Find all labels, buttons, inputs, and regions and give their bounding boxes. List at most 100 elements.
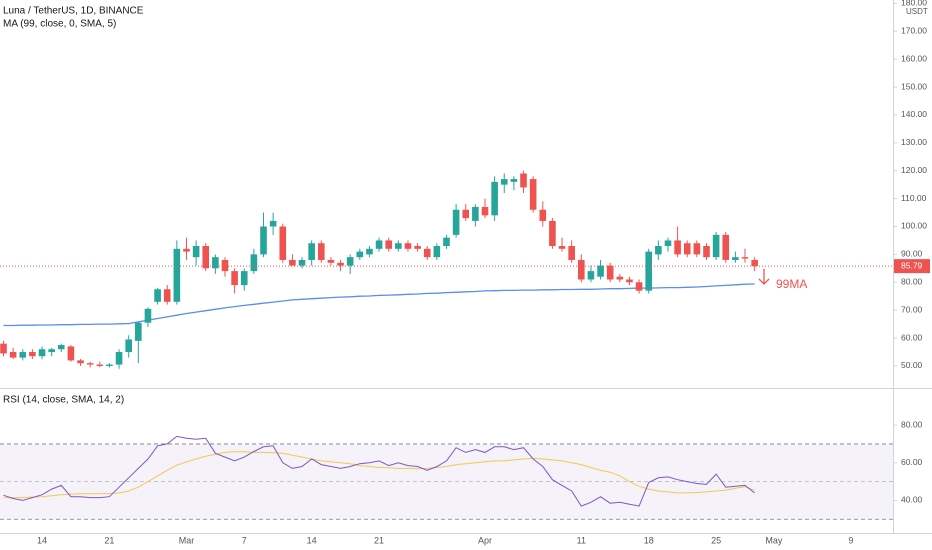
annotation-arrow: [758, 269, 770, 285]
candle-body: [635, 282, 643, 291]
candle-body: [510, 179, 518, 182]
candle-body: [712, 234, 720, 258]
y-tick-label: 90.00: [901, 249, 923, 259]
candle-body: [423, 248, 431, 258]
candle-body: [57, 345, 65, 350]
candle-body: [414, 246, 421, 249]
candle-body: [0, 343, 7, 354]
currency-label: USDT: [906, 7, 928, 16]
x-tick-label: 7: [242, 535, 247, 545]
candle-body: [645, 251, 653, 291]
candle-body: [337, 262, 344, 266]
chart-title: Luna / TetherUS, 1D, BINANCE: [3, 6, 144, 17]
candle-body: [115, 352, 123, 365]
candle-body: [732, 257, 739, 260]
candle-body: [520, 173, 527, 188]
rsi-ma-line: [3, 451, 755, 499]
candle-body: [587, 271, 595, 280]
y-tick-label: 130.00: [901, 137, 927, 147]
y-tick-label: 140.00: [901, 109, 927, 119]
x-tick-label: 11: [577, 535, 586, 545]
x-tick-label: 21: [104, 535, 114, 545]
ma-legend: MA (99, close, 0, SMA, 5): [3, 19, 116, 30]
candle-body: [375, 240, 383, 249]
candle-body: [250, 254, 258, 272]
rsi-legend: RSI (14, close, SMA, 14, 2): [3, 395, 124, 406]
candle-body: [616, 276, 624, 280]
candle-body: [298, 259, 306, 266]
y-tick-label: 60.00: [901, 332, 923, 342]
y-tick-label: 110.00: [901, 193, 927, 203]
candle-body: [578, 259, 585, 280]
candle-body: [9, 352, 17, 358]
rsi-y-tick-label: 40.00: [901, 495, 923, 505]
last-price-box: [894, 259, 930, 274]
candle-body: [135, 322, 142, 341]
candle-body: [183, 248, 190, 252]
candle-body: [433, 246, 441, 258]
candle-body: [269, 220, 277, 227]
candle-body: [722, 234, 730, 260]
x-tick-label: 14: [37, 535, 47, 545]
candle-body: [77, 360, 84, 364]
candle-body: [231, 271, 238, 286]
candle-body: [125, 339, 132, 353]
candle-body: [48, 349, 55, 353]
candle-body: [67, 346, 75, 361]
candle-body: [395, 243, 402, 249]
candle-body: [404, 243, 412, 249]
candle-body: [221, 259, 229, 272]
candle-body: [19, 352, 27, 358]
candle-body: [308, 243, 315, 260]
ma-line: [3, 283, 755, 327]
x-tick-label: 25: [711, 535, 721, 545]
candle-body: [154, 289, 161, 302]
y-tick-label: 180.00: [901, 0, 927, 8]
candle-body: [751, 259, 758, 267]
candle-body: [606, 265, 614, 280]
candle-body: [481, 206, 489, 216]
candle-body: [500, 179, 508, 185]
candle-body: [366, 248, 373, 255]
x-tick-label: 9: [848, 535, 853, 545]
candle-body: [549, 220, 556, 247]
candle-body: [327, 259, 335, 263]
candle-body: [472, 206, 479, 221]
candle-body: [664, 240, 672, 247]
annotation: 99MA: [776, 277, 807, 291]
candle-body: [212, 257, 219, 269]
candle-body: [385, 240, 392, 249]
x-tick-label: 18: [644, 535, 654, 545]
candle-body: [655, 246, 662, 255]
candle-body: [356, 251, 364, 258]
candle-body: [703, 246, 710, 258]
candle-body: [173, 248, 181, 302]
candle-body: [163, 289, 171, 302]
y-tick-label: 150.00: [901, 81, 927, 91]
candle-body: [683, 243, 691, 255]
candle-body: [86, 363, 94, 365]
candle-body: [597, 265, 604, 277]
candle-body: [346, 257, 354, 266]
candle-body: [462, 209, 470, 219]
candle-body: [240, 271, 248, 286]
x-tick-label: May: [765, 535, 783, 545]
candle-body: [568, 246, 575, 260]
candle-body: [317, 243, 325, 260]
y-tick-label: 80.00: [901, 277, 923, 287]
candle-body: [674, 240, 681, 255]
y-tick-label: 50.00: [901, 360, 923, 370]
candle-body: [144, 308, 152, 323]
rsi-y-tick-label: 60.00: [901, 457, 923, 467]
rsi-y-tick-label: 80.00: [901, 419, 923, 429]
y-tick-label: 70.00: [901, 304, 923, 314]
x-tick-label: Apr: [478, 535, 492, 545]
candle-body: [202, 246, 210, 269]
candle-body: [443, 237, 450, 247]
y-tick-label: 120.00: [901, 165, 927, 175]
y-tick-label: 170.00: [901, 25, 927, 35]
candle-body: [693, 243, 701, 255]
candle-body: [626, 279, 633, 283]
